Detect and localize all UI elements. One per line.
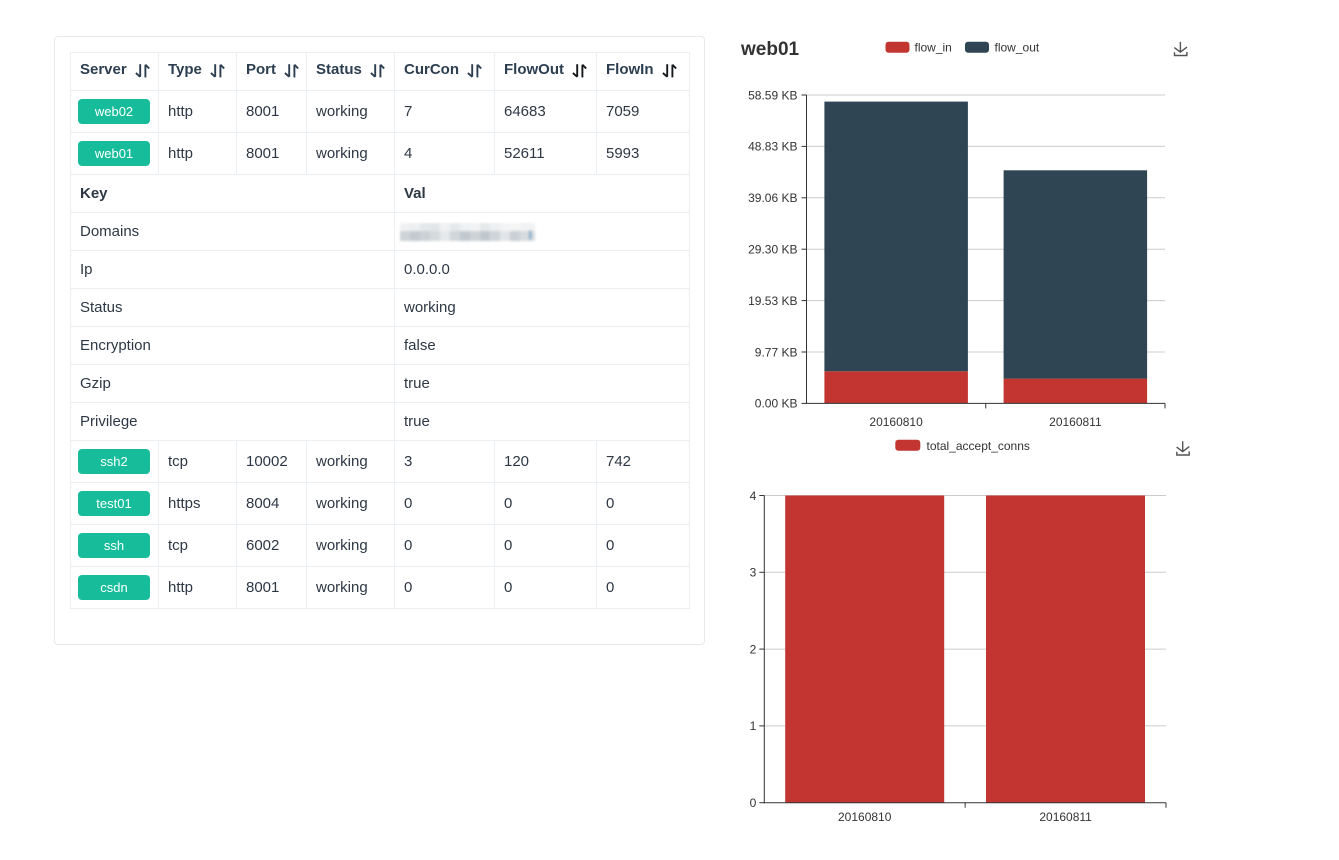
svg-text:4: 4 bbox=[750, 489, 757, 503]
svg-text:39.06 KB: 39.06 KB bbox=[748, 191, 797, 205]
svg-text:20160811: 20160811 bbox=[1049, 415, 1102, 429]
svg-text:0: 0 bbox=[750, 796, 757, 810]
svg-text:web01: web01 bbox=[740, 39, 800, 60]
svg-text:58.59 KB: 58.59 KB bbox=[748, 88, 797, 102]
svg-text:1: 1 bbox=[750, 719, 757, 733]
svg-text:9.77 KB: 9.77 KB bbox=[755, 345, 798, 359]
svg-text:3: 3 bbox=[750, 566, 757, 580]
svg-text:20160810: 20160810 bbox=[869, 415, 923, 429]
svg-text:20160811: 20160811 bbox=[1039, 810, 1092, 824]
svg-text:20160810: 20160810 bbox=[838, 810, 892, 824]
svg-text:total_accept_conns: total_accept_conns bbox=[927, 439, 1030, 453]
svg-text:48.83 KB: 48.83 KB bbox=[748, 140, 797, 154]
svg-text:2: 2 bbox=[750, 642, 757, 656]
svg-text:0.00 KB: 0.00 KB bbox=[755, 397, 798, 411]
svg-text:flow_out: flow_out bbox=[995, 41, 1040, 55]
svg-text:flow_in: flow_in bbox=[915, 41, 952, 55]
svg-text:29.30 KB: 29.30 KB bbox=[748, 243, 797, 257]
svg-text:19.53 KB: 19.53 KB bbox=[748, 294, 797, 308]
